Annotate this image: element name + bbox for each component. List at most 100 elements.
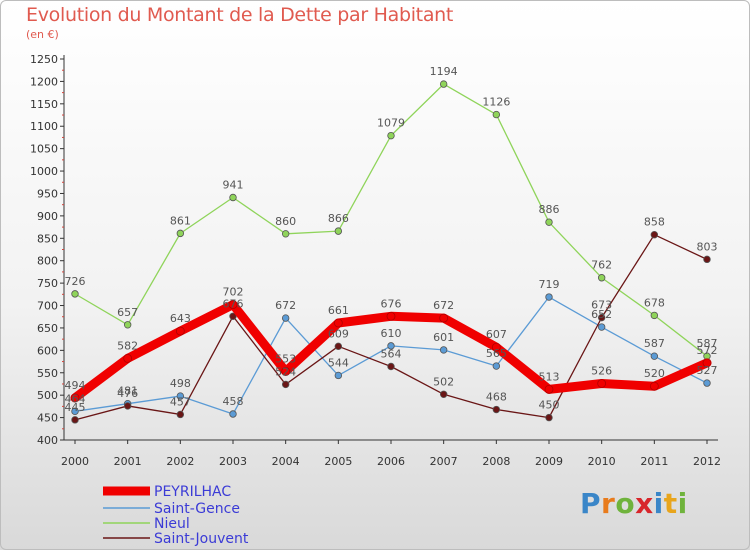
data-label: 524 [275, 365, 296, 378]
data-point [71, 407, 79, 416]
data-point [71, 290, 79, 298]
data-point [281, 230, 290, 238]
y-tick-label: 800 [37, 255, 58, 268]
y-tick-label: 1050 [30, 143, 58, 156]
data-label: 672 [433, 299, 454, 312]
y-tick-label: 950 [37, 187, 58, 200]
y-tick-label: 850 [37, 232, 58, 245]
logo-letter: o [615, 487, 636, 520]
data-point [229, 410, 237, 418]
data-label: 673 [591, 299, 612, 312]
chart-subtitle: (en €) [26, 28, 59, 41]
data-point [597, 379, 607, 388]
proxiti-logo: Proxiti [580, 487, 688, 520]
logo-letter: t [663, 487, 678, 520]
data-point [228, 300, 238, 310]
data-label: 450 [539, 399, 560, 412]
logo-letter: i [653, 487, 664, 520]
data-label: 609 [328, 327, 349, 340]
data-label: 564 [381, 347, 402, 360]
legend-item-saint-jouvent: Saint-Jouvent [103, 531, 249, 547]
legend-item-peyrilhac: PEYRILHAC [103, 484, 231, 500]
data-label: 672 [275, 299, 296, 312]
data-point [281, 367, 291, 376]
data-label: 476 [117, 387, 138, 400]
data-point [386, 311, 396, 321]
logo-letter: r [601, 487, 616, 520]
data-point [702, 358, 712, 368]
data-label: 886 [539, 203, 560, 216]
data-label: 464 [65, 392, 86, 405]
data-label: 587 [644, 337, 665, 350]
data-point [176, 229, 185, 238]
data-label: 643 [170, 312, 191, 325]
data-point [439, 80, 448, 88]
data-label: 678 [644, 296, 665, 309]
x-tick-label: 2003 [219, 455, 247, 468]
series-lines [70, 80, 712, 424]
data-label: 572 [697, 344, 718, 357]
legend-label: PEYRILHAC [154, 484, 231, 500]
data-label: 676 [381, 297, 402, 310]
data-label: 702 [223, 286, 244, 299]
data-label: 661 [328, 304, 349, 317]
data-label: 502 [433, 375, 454, 388]
data-point [229, 193, 237, 202]
legend-item-nieul: Nieul [103, 516, 190, 532]
data-label: 481 [117, 385, 138, 398]
data-point [387, 362, 395, 371]
x-tick-label: 2000 [61, 455, 89, 468]
data-point [545, 293, 553, 301]
data-point [439, 346, 448, 354]
y-tick-label: 550 [37, 367, 58, 380]
data-point [650, 231, 659, 239]
data-point [176, 392, 185, 400]
y-tick-label: 1150 [30, 98, 58, 111]
data-point [334, 227, 343, 235]
data-point [597, 313, 606, 322]
data-label: 860 [275, 215, 296, 228]
data-point [229, 312, 237, 320]
y-tick-label: 750 [37, 277, 58, 290]
logo-letter: x [635, 487, 654, 520]
legend-item-saint-gence: Saint-Gence [103, 501, 240, 517]
data-label: 610 [381, 327, 402, 340]
legend-label: Saint-Jouvent [154, 531, 249, 547]
data-point [71, 416, 79, 424]
chart-title: Evolution du Montant de la Dette par Hab… [26, 4, 454, 26]
data-point [175, 326, 185, 336]
data-label: 803 [697, 240, 718, 253]
data-point [597, 323, 606, 331]
series-peyrilhac [70, 300, 712, 403]
data-label: 861 [170, 214, 191, 227]
x-tick-label: 2010 [588, 455, 616, 468]
y-tick-label: 650 [37, 322, 58, 335]
x-tick-label: 2005 [324, 455, 352, 468]
data-point [492, 405, 501, 414]
data-point [703, 255, 711, 264]
data-point [492, 110, 501, 119]
data-label: 526 [591, 365, 612, 378]
series-nieul [71, 80, 711, 360]
data-label: 1126 [482, 96, 510, 109]
data-point [439, 313, 449, 323]
data-label: 553 [275, 352, 296, 365]
legend-label: Nieul [154, 516, 190, 532]
x-tick-label: 2002 [166, 455, 194, 468]
x-tick-label: 2009 [535, 455, 563, 468]
data-label: 520 [644, 367, 665, 380]
data-point [544, 384, 554, 394]
x-tick-label: 2007 [430, 455, 458, 468]
series-saint-jouvent [71, 231, 711, 424]
data-labels: 494 582 643 702 553 661 676 672 607 513 526 520 572 4… [65, 65, 718, 414]
axes: 400 450 500 550 600 650 700 750 800 850 900 950 1000… [30, 53, 721, 468]
data-label: 1194 [430, 65, 458, 78]
data-label: 498 [170, 377, 191, 390]
x-tick-label: 2012 [693, 455, 721, 468]
x-tick-label: 2004 [272, 455, 300, 468]
data-label: 582 [117, 339, 138, 352]
data-label: 468 [486, 391, 507, 404]
data-point [492, 362, 501, 370]
